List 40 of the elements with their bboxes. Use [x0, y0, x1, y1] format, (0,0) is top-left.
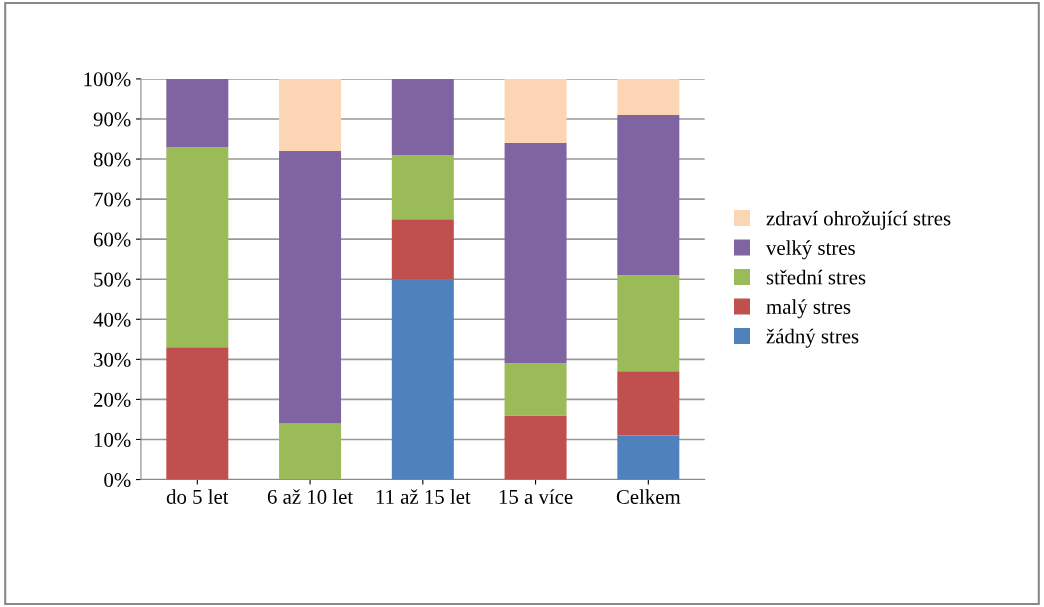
y-tick-label: 0%	[104, 472, 131, 488]
bar	[504, 143, 567, 364]
y-tick-label: 100%	[84, 72, 131, 87]
legend-label: zdraví ohrožující stres	[766, 210, 951, 230]
bar	[504, 363, 567, 416]
legend-label: střední stres	[766, 269, 866, 285]
bar	[504, 415, 567, 480]
x-tick-label: 6 až 10 let	[267, 489, 354, 504]
bar	[391, 155, 454, 220]
y-tick-label: 60%	[93, 232, 131, 247]
bar	[391, 279, 454, 480]
legend-label: žádný stres	[766, 328, 859, 348]
y-tick-label: 10%	[94, 432, 131, 447]
x-tick-label: 15 a více	[499, 489, 573, 504]
y-tick-label: 80%	[93, 152, 131, 167]
bar	[617, 371, 680, 436]
y-tick-label: 50%	[94, 272, 131, 287]
bar	[279, 151, 342, 424]
bar	[166, 147, 229, 348]
y-tick-label: 30%	[94, 352, 131, 367]
legend-label: velký stres	[765, 240, 855, 260]
bar	[617, 435, 680, 480]
x-tick-label: do 5 let	[166, 489, 229, 504]
bar	[504, 78, 567, 144]
y-tick-label: 20%	[93, 392, 131, 407]
bar	[166, 347, 229, 480]
legend-label: malý stres	[766, 299, 851, 319]
bar	[617, 78, 680, 115]
bar	[617, 275, 680, 372]
bar	[279, 78, 342, 152]
bar	[617, 114, 680, 276]
x-tick-label: 11 až 15 let	[376, 489, 471, 504]
bar	[391, 219, 454, 280]
bar	[391, 78, 454, 156]
bar	[279, 423, 342, 480]
y-tick-label: 40%	[93, 312, 131, 327]
x-tick-label: Celkem	[616, 489, 681, 504]
y-tick-label: 90%	[93, 112, 131, 127]
y-tick-label: 70%	[94, 192, 131, 207]
bar	[166, 78, 229, 148]
